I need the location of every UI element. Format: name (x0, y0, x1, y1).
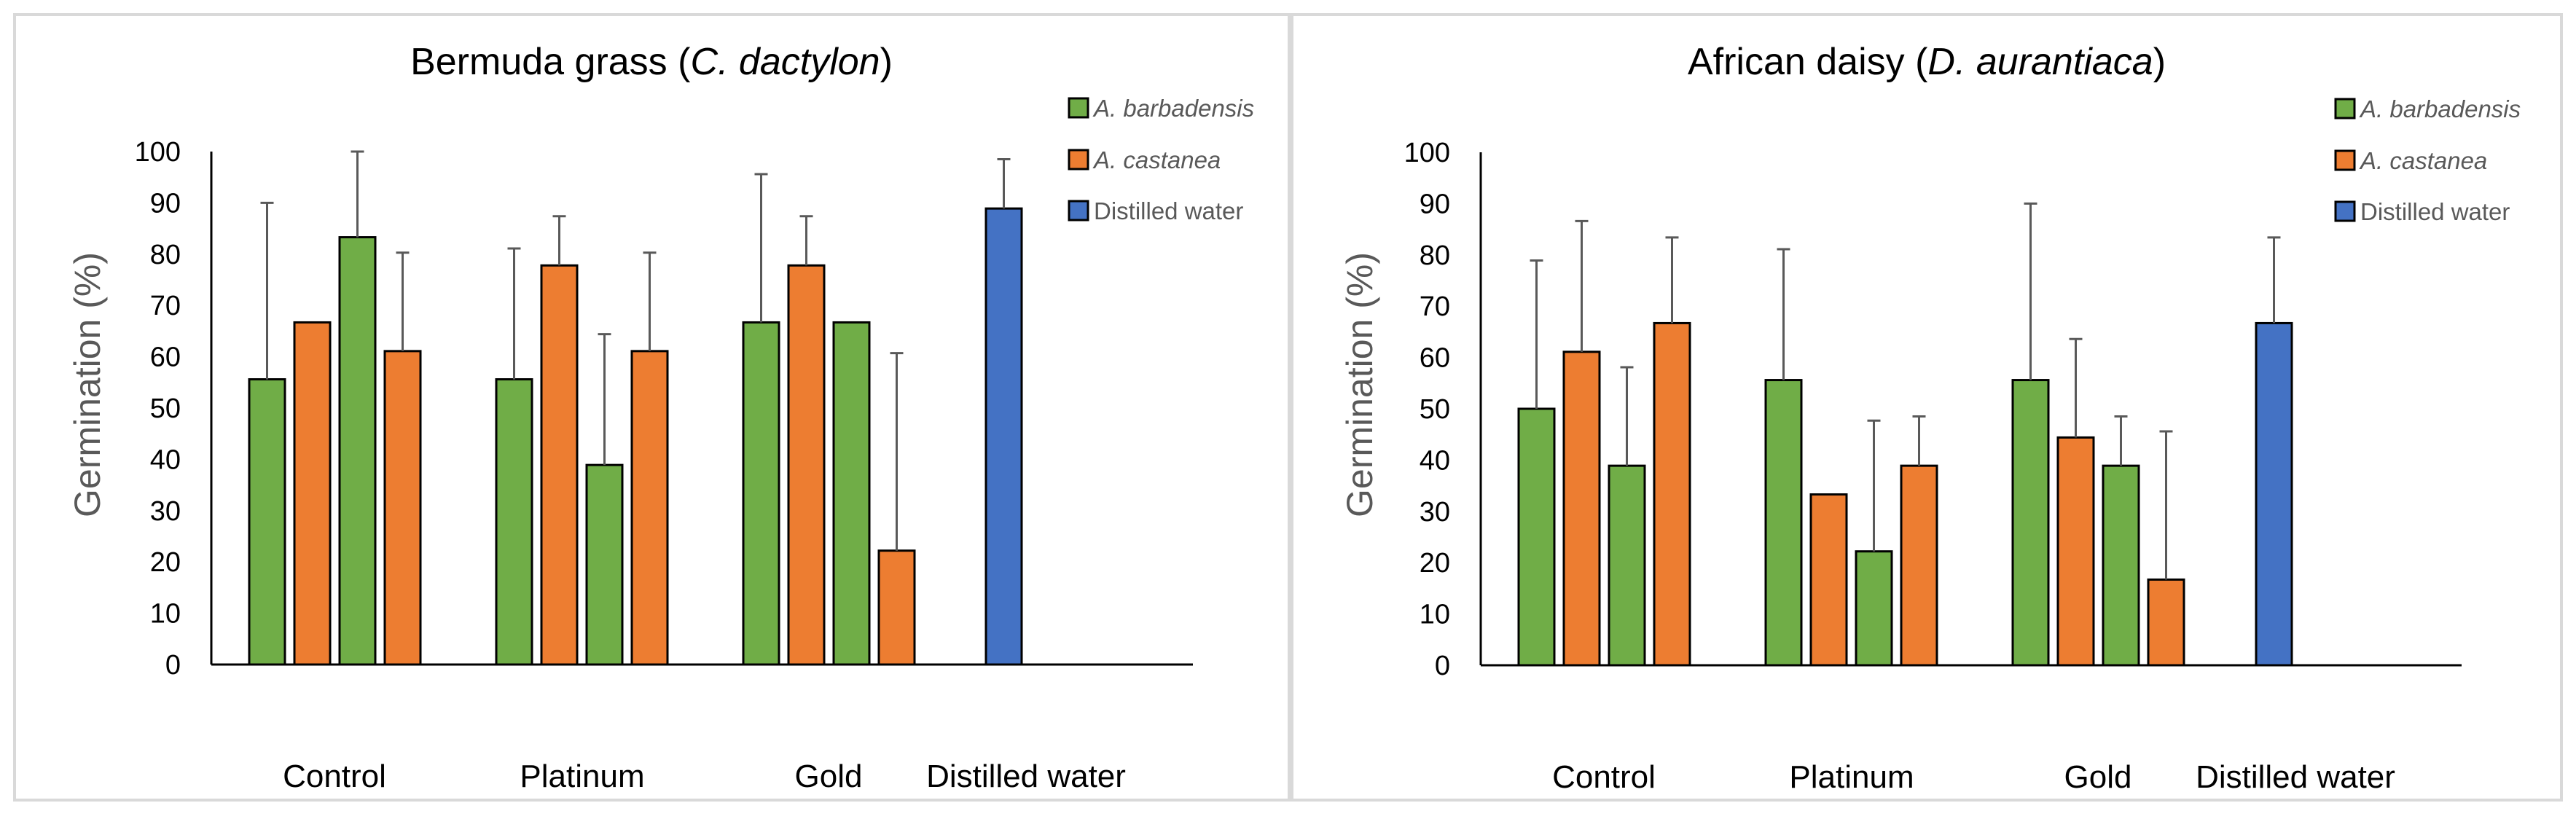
x-category-label: Gold (2064, 759, 2132, 795)
bar (2255, 321, 2293, 667)
bar (2102, 464, 2140, 667)
bar (1900, 464, 1938, 667)
y-tick-label: 90 (150, 188, 181, 219)
chart-panel-bermuda: Bermuda grass (C. dactylon) Germination … (13, 13, 1291, 802)
y-tick-label: 0 (165, 650, 181, 681)
y-tick-label: 40 (1420, 445, 1450, 476)
x-category-label: Platinum (1789, 759, 1914, 795)
y-tick-label: 50 (150, 393, 181, 424)
y-axis-label: Germination (%) (1339, 252, 1380, 517)
legend-label: Distilled water (2360, 198, 2510, 225)
y-tick-label: 50 (1420, 394, 1450, 425)
chart-panel-african-daisy: African daisy (D. aurantiaca) Germinatio… (1291, 13, 2563, 802)
legend-label: A. barbadensis (1092, 95, 1254, 122)
bar (1608, 464, 1646, 667)
bar (984, 207, 1023, 666)
x-category-label: Platinum (520, 759, 644, 794)
bar (248, 378, 286, 666)
chart-title: African daisy (D. aurantiaca) (1688, 41, 2166, 83)
bar (2056, 436, 2095, 667)
y-tick-label: 30 (150, 496, 181, 527)
legend-swatch (1068, 200, 1089, 222)
bar (585, 463, 624, 666)
x-category-label: Gold (795, 759, 863, 794)
y-tick-label: 40 (150, 444, 181, 475)
chart-african-daisy: African daisy (D. aurantiaca) Germinatio… (1339, 41, 2521, 795)
bar (383, 350, 422, 666)
bar (742, 321, 780, 666)
bar (877, 549, 916, 666)
y-tick-label: 100 (135, 137, 181, 168)
y-tick-label: 90 (1420, 189, 1450, 219)
bar (630, 350, 669, 666)
bar (832, 321, 871, 666)
x-category-label: Distilled water (926, 759, 1126, 794)
legend-label: A. barbadensis (2359, 95, 2521, 122)
bar (1764, 379, 1803, 667)
y-tick-label: 10 (150, 599, 181, 630)
y-tick-label: 80 (150, 240, 181, 270)
y-tick-label: 70 (150, 291, 181, 321)
x-category-label: Distilled water (2196, 759, 2395, 795)
bar (1562, 350, 1601, 667)
bar (1809, 493, 1848, 667)
y-tick-label: 70 (1420, 291, 1450, 322)
legend-label: A. castanea (1092, 146, 1221, 173)
chart-bermuda: Bermuda grass (C. dactylon) Germination … (67, 41, 1254, 794)
y-tick-label: 10 (1420, 600, 1450, 630)
y-axis-label: Germination (%) (67, 252, 108, 517)
y-tick-label: 60 (150, 342, 181, 373)
bar (2147, 578, 2185, 667)
bar (540, 264, 579, 666)
bar (338, 236, 377, 666)
y-tick-label: 0 (1435, 651, 1450, 681)
legend-label: Distilled water (1094, 197, 1243, 224)
bar (2011, 379, 2050, 667)
bar (1653, 321, 1691, 667)
legend-swatch (2334, 200, 2356, 222)
x-category-label: Control (283, 759, 386, 794)
bar (495, 378, 533, 666)
legend-swatch (2334, 98, 2356, 119)
legend-swatch (1068, 97, 1089, 119)
x-category-label: Control (1552, 759, 1656, 795)
y-tick-label: 30 (1420, 497, 1450, 528)
y-tick-label: 20 (1420, 548, 1450, 579)
bar (1517, 407, 1556, 667)
legend-swatch (2334, 149, 2356, 171)
y-tick-label: 80 (1420, 240, 1450, 271)
bar (787, 264, 826, 666)
y-tick-label: 60 (1420, 343, 1450, 374)
y-tick-label: 20 (150, 547, 181, 578)
legend-swatch (1068, 149, 1089, 171)
bar (293, 321, 332, 666)
chart-title: Bermuda grass (C. dactylon) (410, 41, 893, 83)
bar (1855, 550, 1893, 667)
legend-label: A. castanea (2359, 147, 2487, 174)
y-tick-label: 100 (1404, 138, 1450, 168)
